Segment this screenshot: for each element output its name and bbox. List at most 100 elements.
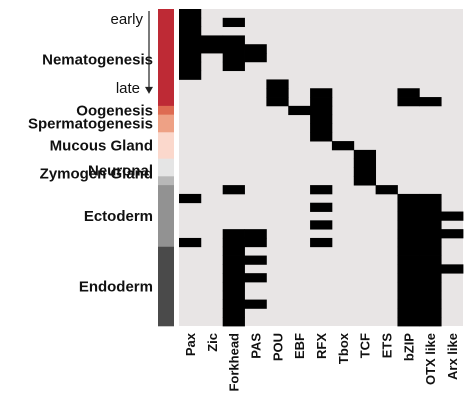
heatmap-cell xyxy=(179,26,202,36)
heatmap-cell xyxy=(310,132,333,142)
time-axis-start-label: early xyxy=(110,11,143,28)
heatmap-cell xyxy=(222,44,245,54)
heatmap-cell xyxy=(244,255,267,265)
heatmap-cell xyxy=(222,299,245,309)
cell-type-label: Zymogen Gland xyxy=(40,166,153,183)
heatmap-cell xyxy=(179,44,202,54)
column-label: Forkhead xyxy=(227,333,242,392)
column-label: PAS xyxy=(249,333,264,359)
time-axis: early late xyxy=(110,11,153,97)
column-labels: Pax Zic Forkhead PAS POU EBF RFX Tbox TCF ETS bZIP… xyxy=(183,332,460,391)
cell-type-label: Oogenesis xyxy=(76,102,153,119)
heatmap-cell xyxy=(375,185,398,195)
column-label: Zic xyxy=(205,333,220,352)
heatmap-cell xyxy=(441,211,464,221)
cell-type-label: Endoderm xyxy=(79,278,153,295)
heatmap-cell xyxy=(266,97,289,107)
column-label: ETS xyxy=(380,333,395,359)
heatmap-cell xyxy=(222,237,245,248)
heatmap-cell xyxy=(331,141,355,151)
heatmap-cell xyxy=(244,53,267,63)
heatmap-cell xyxy=(310,123,333,133)
heatmap-cell xyxy=(266,88,289,98)
column-label: TCF xyxy=(358,333,373,358)
heatmap-cell xyxy=(222,273,245,283)
heatmap-cell xyxy=(179,193,202,204)
heatmap-cell xyxy=(222,290,245,300)
column-label: Pax xyxy=(183,332,198,356)
color-bar-segment xyxy=(158,114,174,133)
heatmap-cell xyxy=(419,290,442,300)
heatmap-cell xyxy=(179,53,202,63)
heatmap-cell xyxy=(200,44,224,54)
heatmap-cell xyxy=(419,264,442,274)
cell-type-label: Mucous Gland xyxy=(50,138,153,155)
heatmap-cell xyxy=(310,105,333,116)
heatmap-cell xyxy=(419,273,442,283)
heatmap-cell xyxy=(419,202,442,212)
time-axis-end-label: late xyxy=(116,80,140,97)
heatmap-cell xyxy=(397,88,420,98)
heatmap-cell xyxy=(397,255,420,265)
heatmap-cell xyxy=(222,281,245,292)
heatmap-cell xyxy=(397,229,420,239)
arrow-down-icon xyxy=(145,86,153,94)
column-label: EBF xyxy=(292,333,307,359)
heatmap-cell xyxy=(222,17,245,28)
heatmap-cell xyxy=(222,185,245,195)
heatmap-cell xyxy=(419,229,442,239)
heatmap-cell xyxy=(397,273,420,283)
cell-type-label: Spermatogenesis xyxy=(28,116,153,133)
heatmap-cell xyxy=(310,220,333,230)
cell-type-label: Ectoderm xyxy=(84,208,153,225)
heatmap-cell xyxy=(179,61,202,72)
heatmap-cell xyxy=(179,9,202,19)
heatmap-cell xyxy=(266,79,289,89)
color-bar-segment xyxy=(158,9,174,107)
column-label: Tbox xyxy=(336,332,351,364)
color-bar-segment xyxy=(158,132,174,159)
heatmap-cells xyxy=(179,9,464,327)
heatmap-cell xyxy=(353,167,377,177)
heatmap-cell xyxy=(419,255,442,265)
heatmap-cell xyxy=(244,237,267,248)
heatmap-cell xyxy=(222,53,245,63)
heatmap-cell xyxy=(397,317,420,327)
color-bar-segment xyxy=(158,158,174,177)
heatmap-cell xyxy=(397,308,420,318)
heatmap-cell xyxy=(222,35,245,45)
color-bar-segment xyxy=(158,246,174,327)
heatmap-cell xyxy=(179,17,202,28)
heatmap-cell xyxy=(310,185,333,195)
heatmap-cell xyxy=(222,61,245,72)
heatmap-cell xyxy=(244,229,267,239)
heatmap-cell xyxy=(310,88,333,98)
column-label: bZIP xyxy=(401,333,416,361)
heatmap-cell xyxy=(310,114,333,124)
heatmap-cell xyxy=(353,176,377,186)
heatmap-cell xyxy=(222,264,245,274)
heatmap-cell xyxy=(310,97,333,107)
heatmap-cell xyxy=(310,237,333,248)
heatmap-cell xyxy=(397,237,420,248)
cell-type-label: Neuronal xyxy=(88,163,153,180)
heatmap-cell xyxy=(222,317,245,327)
heatmap-cell xyxy=(419,220,442,230)
heatmap-cell xyxy=(419,299,442,309)
heatmap-cell xyxy=(179,237,202,248)
cell-type-color-bar xyxy=(158,9,174,327)
heatmap-cell xyxy=(222,255,245,265)
heatmap-cell xyxy=(397,264,420,274)
heatmap-cell xyxy=(244,273,267,283)
heatmap-cell xyxy=(244,44,267,54)
heatmap-cell xyxy=(419,211,442,221)
heatmap-cell xyxy=(200,35,224,45)
heatmap-cell xyxy=(419,308,442,318)
column-label: Arx like xyxy=(445,333,460,380)
heatmap-cell xyxy=(397,97,420,107)
column-label: POU xyxy=(270,333,285,361)
heatmap-cell xyxy=(288,105,311,116)
